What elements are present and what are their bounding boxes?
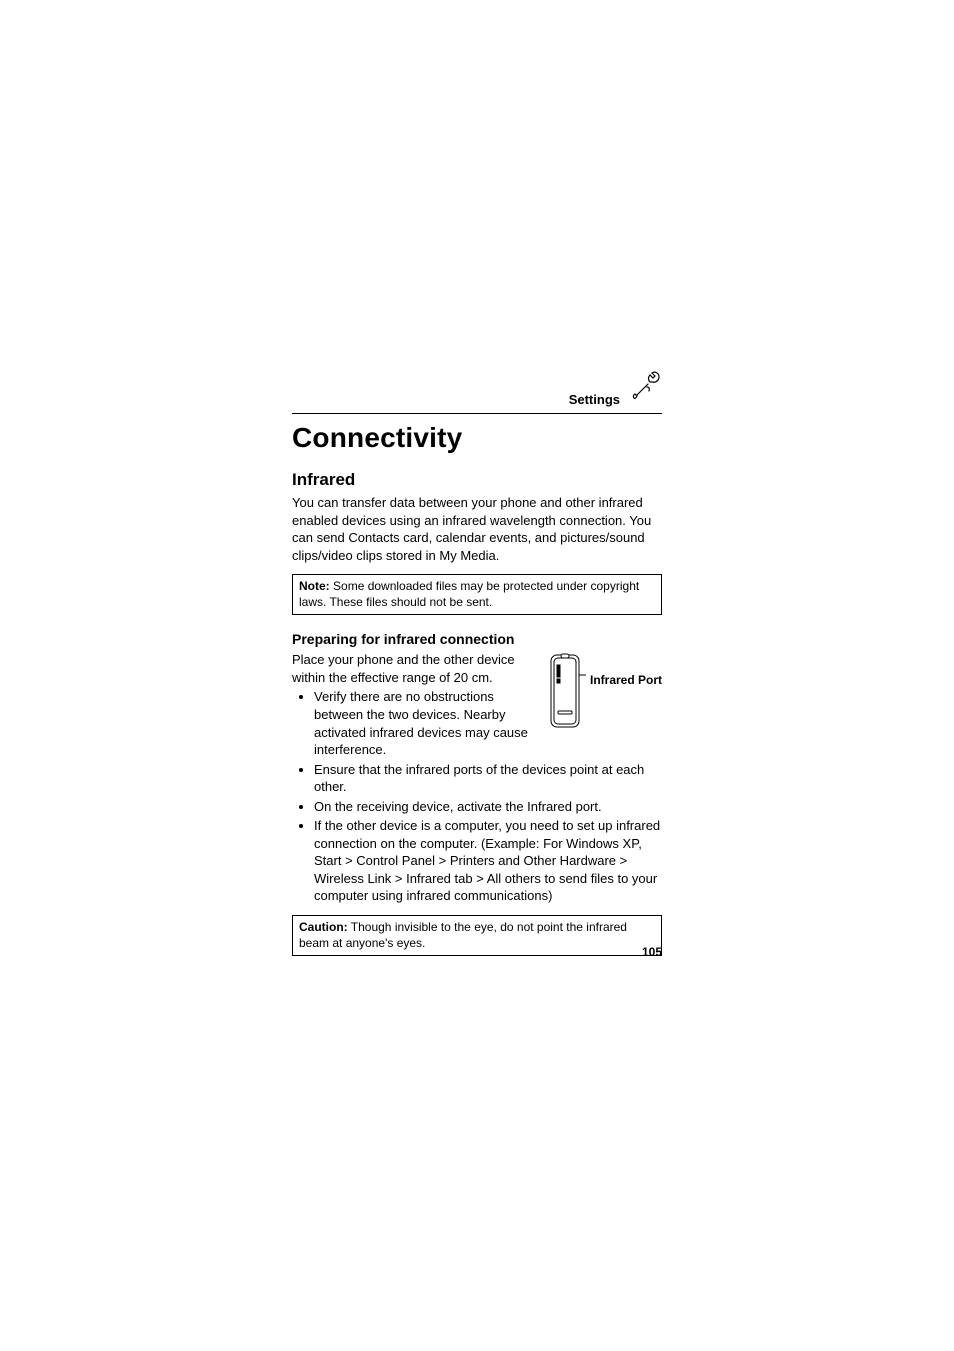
list-item: Ensure that the infrared ports of the de… xyxy=(314,761,662,796)
caution-label: Caution: xyxy=(299,920,348,934)
settings-wrench-icon xyxy=(630,370,662,407)
list-item: Verify there are no obstructions between… xyxy=(314,688,534,758)
page-title: Connectivity xyxy=(292,422,662,454)
note-box: Note: Some downloaded files may be prote… xyxy=(292,574,662,615)
header-rule xyxy=(292,413,662,414)
caution-box: Caution: Though invisible to the eye, do… xyxy=(292,915,662,956)
infrared-port-label: Infrared Port xyxy=(590,673,662,687)
note-text: Some downloaded files may be protected u… xyxy=(299,579,639,609)
prep-left-col: Place your phone and the other device wi… xyxy=(292,651,534,760)
list-item: If the other device is a computer, you n… xyxy=(314,817,662,905)
header-category: Settings xyxy=(569,392,620,407)
section-heading-infrared: Infrared xyxy=(292,470,662,490)
note-label: Note: xyxy=(299,579,330,593)
prep-two-col: Place your phone and the other device wi… xyxy=(292,651,662,760)
infrared-intro: You can transfer data between your phone… xyxy=(292,494,662,564)
prep-bullets-top: Verify there are no obstructions between… xyxy=(292,688,534,758)
page-header: Settings xyxy=(292,370,662,407)
phone-diagram-icon xyxy=(548,651,586,731)
caution-text: Though invisible to the eye, do not poin… xyxy=(299,920,627,950)
prep-bullets-rest: Ensure that the infrared ports of the de… xyxy=(292,761,662,905)
subsection-heading-prep: Preparing for infrared connection xyxy=(292,631,662,647)
page: Settings Connectivity Infrared You can t… xyxy=(0,0,954,1351)
prep-right-col: Infrared Port xyxy=(548,651,662,731)
page-number: 105 xyxy=(642,945,662,959)
list-item: On the receiving device, activate the In… xyxy=(314,798,662,816)
prep-intro: Place your phone and the other device wi… xyxy=(292,651,534,686)
